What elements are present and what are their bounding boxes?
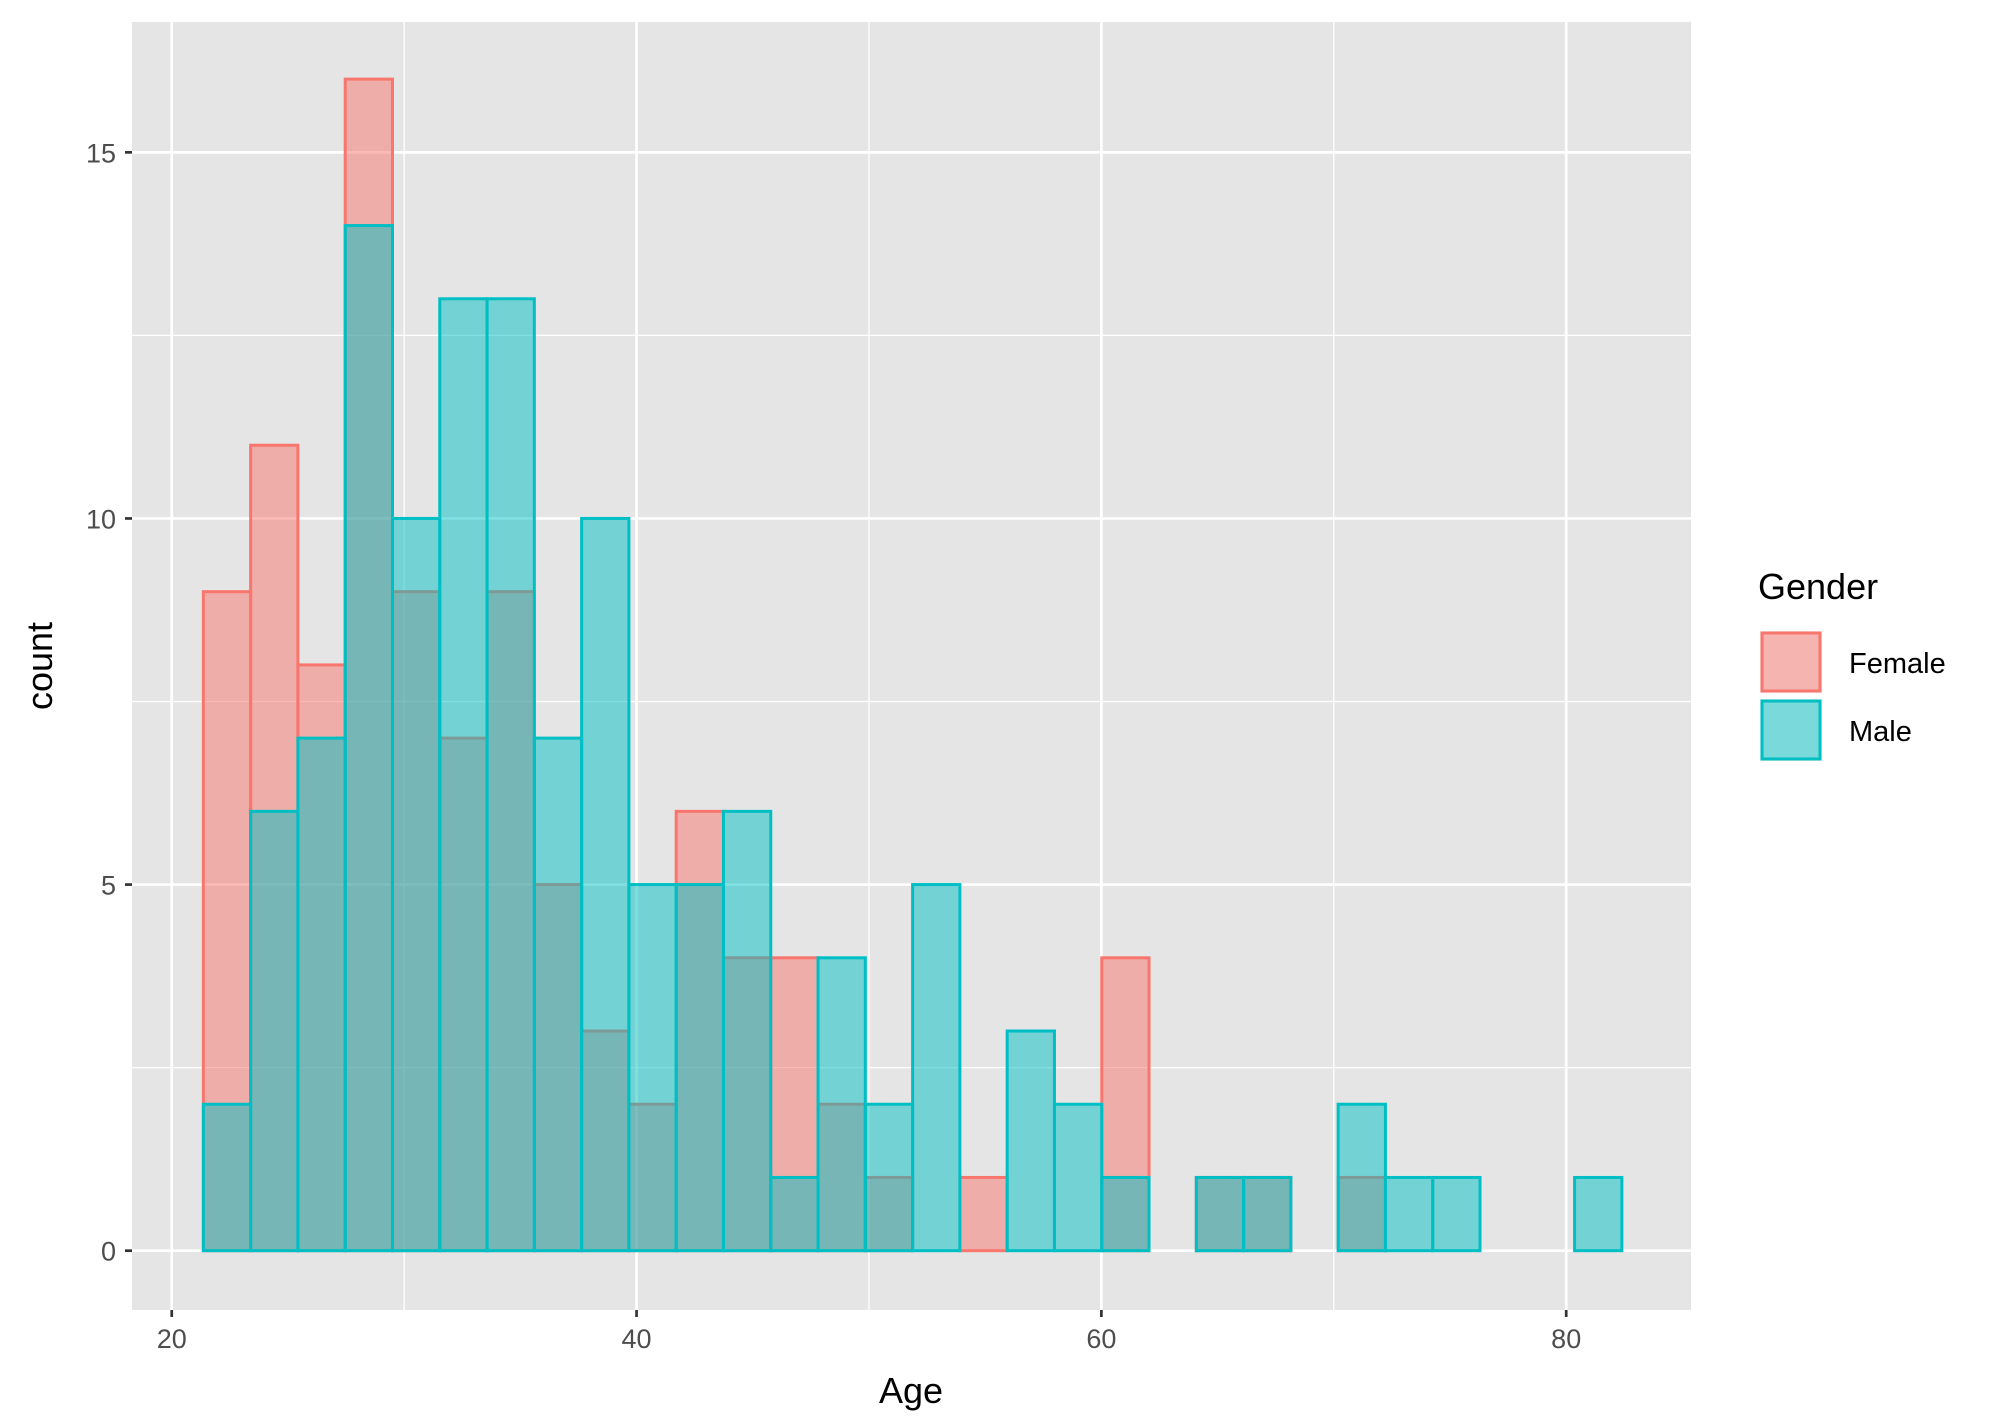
bar-male [1336,1102,1387,1253]
bar-male [296,736,347,1253]
bar-male [816,956,867,1253]
bar-male [1431,1175,1482,1253]
bar-male [1383,1175,1435,1253]
x-tick-label: 60 [1086,1324,1116,1354]
bar-male [1242,1175,1293,1253]
y-tick-label: 10 [86,504,116,534]
legend-key-female [1760,631,1822,693]
bar-male [580,516,631,1253]
y-tick-label: 15 [86,138,116,168]
legend-key-male [1760,699,1822,761]
bar-male [1573,1175,1624,1253]
bar-male [721,809,773,1253]
bars [201,77,1624,1253]
bar-male [532,736,584,1253]
legend-title: Gender [1758,566,1878,607]
x-tick-label: 80 [1551,1324,1581,1354]
legend-label-male: Male [1849,716,1912,748]
bar-female [958,1175,1009,1253]
bar-male [390,516,442,1253]
y-tick-label: 5 [101,871,116,901]
bar-male [863,1102,915,1253]
bar-male [769,1175,820,1253]
bar-male [1005,1029,1056,1253]
x-tick-label: 20 [157,1324,187,1354]
x-axis-title: Age [879,1370,943,1411]
bar-male [911,883,962,1253]
bar-male [201,1102,253,1253]
bar-male [485,297,536,1253]
bar-male [627,883,678,1253]
y-tick-label: 0 [101,1237,116,1267]
bar-male [1100,1175,1151,1253]
bar-male [438,297,489,1253]
axes: 20 40 60 80 0 5 10 15 [86,138,1581,1354]
legend-label-female: Female [1849,648,1946,680]
x-tick-label: 40 [622,1324,652,1354]
bar-male [1052,1102,1104,1253]
bar-male [1194,1175,1246,1253]
bar-male [674,883,725,1253]
legend: Gender Female Male [1758,566,1946,761]
y-axis-title: count [19,622,60,710]
bar-male [343,224,394,1253]
bar-male [249,809,300,1253]
